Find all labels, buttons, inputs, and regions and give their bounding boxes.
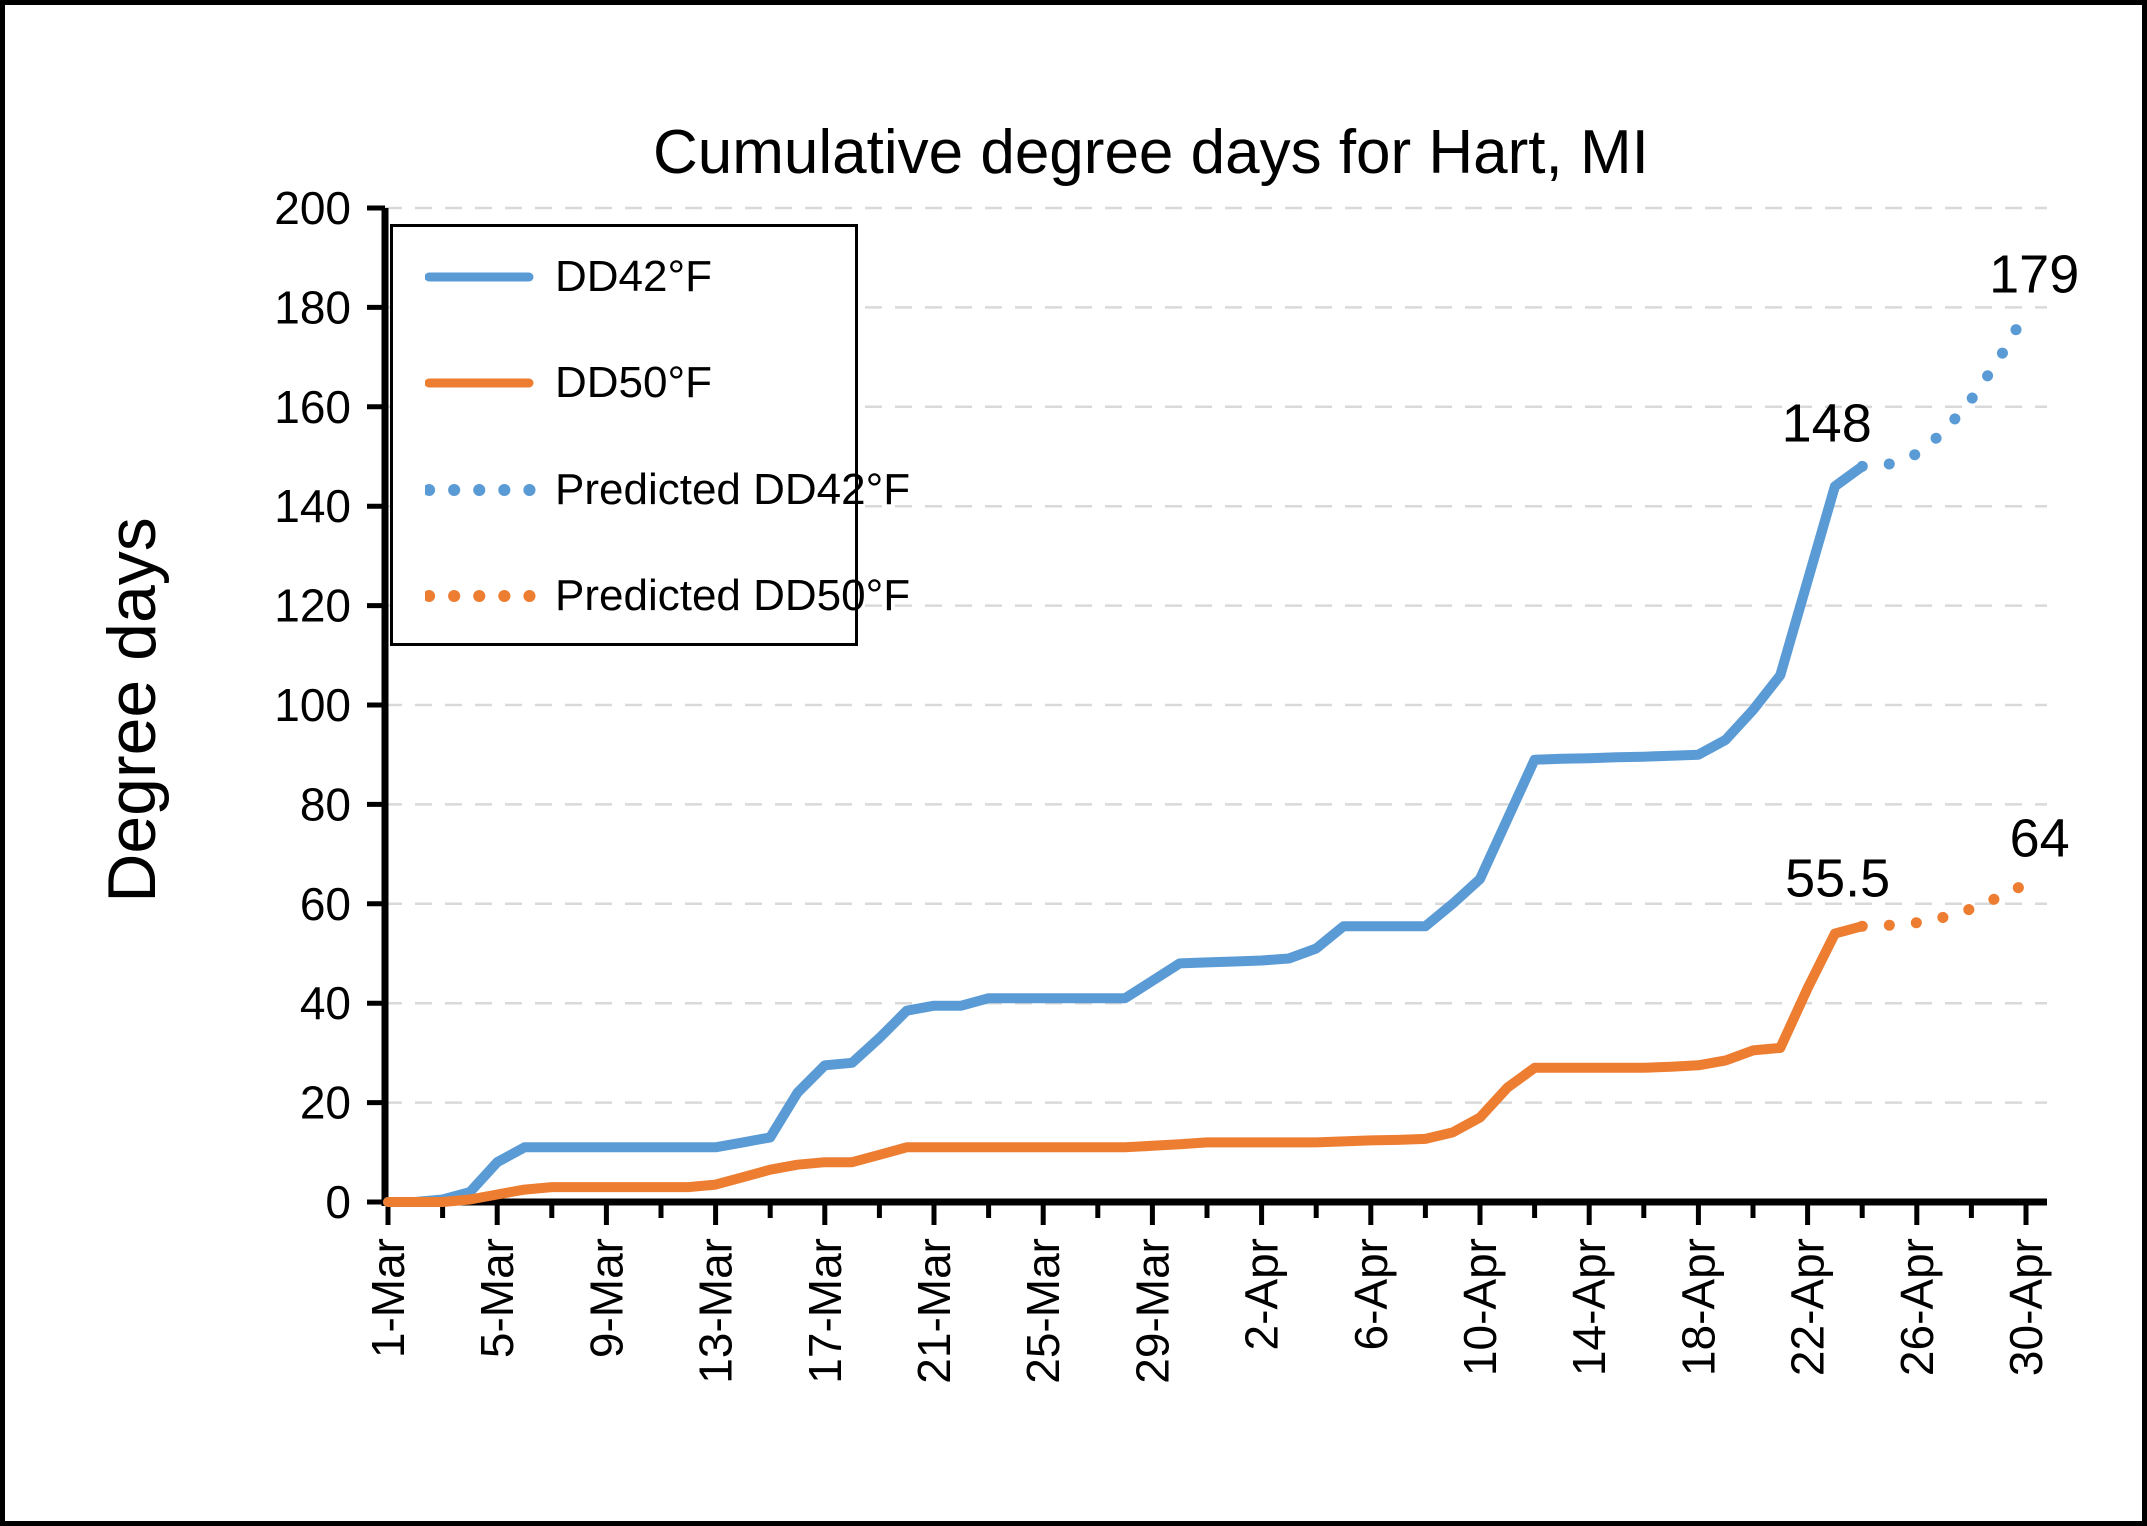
x-tick-label: 18-Apr (1672, 1238, 1724, 1376)
series-predicted-dd42 (1856, 306, 2032, 472)
y-tick-label: 40 (300, 977, 351, 1029)
x-tick-label: 25-Mar (1017, 1238, 1069, 1384)
y-tick-label: 20 (300, 1077, 351, 1129)
y-tick-label: 200 (274, 182, 351, 234)
x-tick-label: 6-Apr (1345, 1238, 1397, 1350)
data-label: 64 (2010, 809, 2070, 869)
x-tick-label: 5-Mar (471, 1238, 523, 1358)
x-tick-label: 30-Apr (2000, 1238, 2052, 1376)
x-tick-label: 1-Mar (362, 1238, 414, 1358)
legend-swatch-solid-blue (425, 272, 534, 282)
legend-swatch-dotted-blue (425, 484, 541, 496)
legend-swatch-dotted-orange (425, 590, 541, 602)
x-tick-label: 29-Mar (1126, 1238, 1178, 1384)
y-tick-label: 80 (300, 778, 351, 830)
x-tick-label: 17-Mar (799, 1238, 851, 1384)
legend-label: DD50°F (555, 358, 712, 407)
x-tick-label: 26-Apr (1891, 1238, 1943, 1376)
y-tick-label: 60 (300, 878, 351, 930)
legend-item-predicted-dd50: Predicted DD50°F (393, 571, 911, 620)
data-label: 148 (1782, 394, 1872, 454)
legend-item-dd50: DD50°F (393, 358, 712, 407)
x-tick-label: 14-Apr (1563, 1238, 1615, 1376)
series-dd42 (383, 461, 1868, 1207)
y-tick-label: 180 (274, 281, 351, 333)
legend-swatch-solid-orange (425, 378, 534, 388)
y-tick-label: 120 (274, 580, 351, 632)
legend-label: Predicted DD42°F (555, 465, 911, 514)
y-axis-title: Degree days (94, 517, 170, 903)
legend-label: DD42°F (555, 252, 712, 301)
data-label: 179 (1989, 245, 2079, 305)
series-predicted-dd50 (1856, 878, 2032, 932)
x-tick-label: 2-Apr (1236, 1238, 1288, 1350)
chart-title: Cumulative degree days for Hart, MI (653, 118, 1649, 187)
y-tick-label: 160 (274, 381, 351, 433)
data-label: 55.5 (1785, 848, 1890, 908)
y-tick-label: 0 (325, 1176, 351, 1228)
y-tick-label: 140 (274, 480, 351, 532)
series-dd50 (383, 921, 1868, 1207)
x-tick-label: 22-Apr (1782, 1238, 1834, 1376)
plot-svg: 0 20 40 60 80 100 120 140 160 180 200 1-Mar 5-Mar 9-M… (94, 182, 2079, 1384)
legend-label: Predicted DD50°F (555, 571, 911, 620)
x-tick-label: 13-Mar (690, 1238, 742, 1384)
legend: DD42°F DD50°F Predicted DD42°F Predicted… (390, 224, 910, 646)
x-tick-label: 9-Mar (580, 1238, 632, 1358)
x-tick-label: 10-Apr (1454, 1238, 1506, 1376)
legend-item-predicted-dd42: Predicted DD42°F (393, 465, 911, 514)
y-tick-label: 100 (274, 679, 351, 731)
x-tick-label: 21-Mar (908, 1238, 960, 1384)
legend-item-dd42: DD42°F (393, 252, 712, 301)
